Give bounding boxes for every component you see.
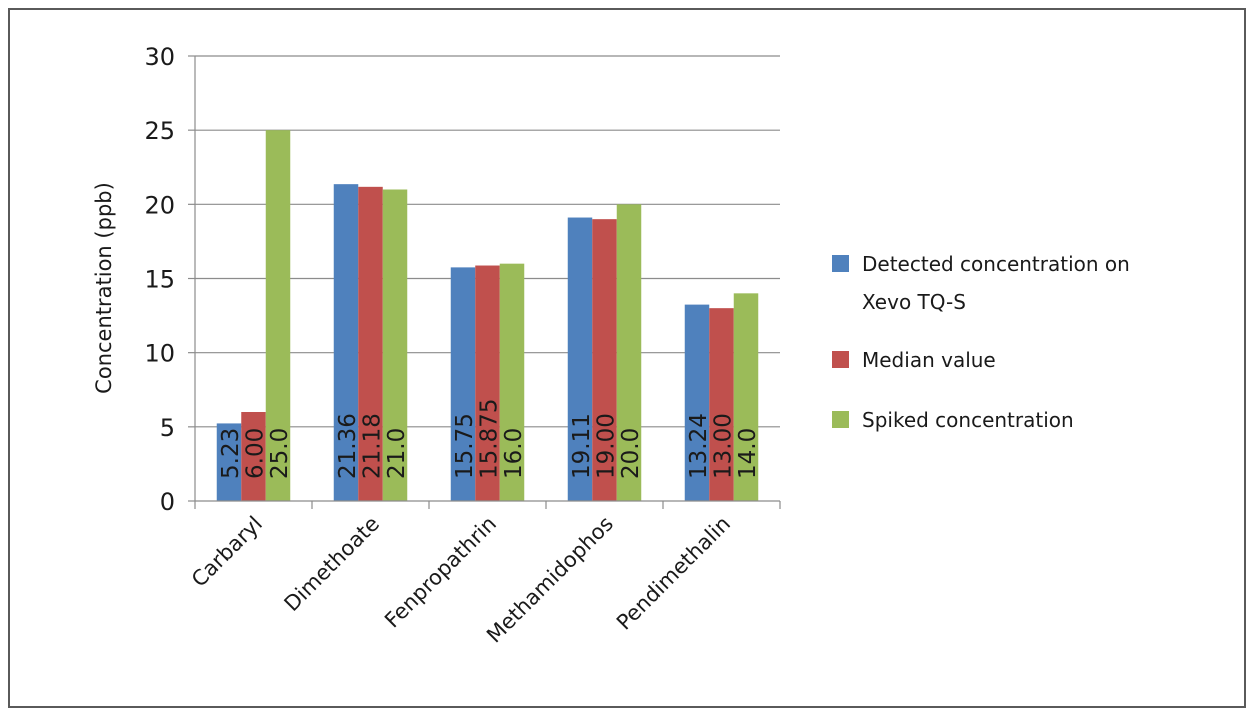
bar [733,293,759,501]
y-tick-label: 25 [144,117,175,145]
data-label: 6.00 [243,428,269,479]
y-tick-label: 15 [144,266,175,294]
x-tick-labels: Carbaryl DimethoateFenpropathrinMethamido… [187,512,735,648]
legend-label: Median value [862,348,996,372]
axes [194,56,781,509]
bar [333,184,359,501]
x-tick-label: Fenpropathrin [380,512,501,633]
legend-swatch [832,411,849,428]
legend-swatch [832,255,849,272]
y-tick-label: 10 [144,340,175,368]
bar [475,265,500,501]
chart-frame: 0 5 10 15 20 25 30 Carbaryl Dimethoate Fenpropat… [8,8,1246,708]
data-label: 20.0 [618,428,644,479]
data-label: 15.75 [452,413,478,479]
data-label: 13.00 [711,413,737,479]
y-tick-label: 30 [144,43,175,71]
bar [382,189,408,501]
legend-label: Detected concentration on [862,252,1130,276]
data-label: 13.24 [686,413,712,479]
legend-swatch [832,351,849,368]
bar [684,304,710,501]
bar [450,267,476,501]
bar [616,204,642,502]
data-label: 15.875 [477,399,503,479]
y-tick-labels: 0 5 10 15 20 25 30 [144,43,175,516]
data-label: 21.0 [384,428,410,479]
data-label: 16.0 [501,428,527,479]
bar [499,263,525,501]
y-axis-title: Concentration (ppb) [92,182,116,394]
data-label: 5.23 [218,428,244,479]
bar [567,217,593,501]
bar [358,186,383,501]
data-label: 21.18 [360,413,386,479]
bars [216,130,759,502]
data-label: 14.0 [735,428,761,479]
y-tick-label: 20 [144,191,175,219]
bar-chart: 0 5 10 15 20 25 30 Carbaryl DimethoateFenpropat… [92,43,1130,648]
y-tick-label: 0 [160,488,175,516]
legend-label: Spiked concentration [862,408,1074,432]
bar [241,412,266,501]
bar [265,130,291,501]
data-label: 19.00 [594,413,620,479]
data-label: 19.11 [569,413,595,479]
data-label: 25.0 [267,428,293,479]
x-tick-label: Pendimethalin [612,512,735,635]
legend: Detected concentration on Xevo TQ-S Median… [832,252,1130,432]
bar [709,308,734,501]
y-tick-label: 5 [160,414,175,442]
bar [216,423,242,501]
bar [592,219,617,501]
x-tick-label: Methamidophos [482,512,618,648]
legend-label: Xevo TQ-S [862,290,966,314]
data-label: 21.36 [335,413,361,479]
x-tick-label: Carbaryl [187,512,267,592]
x-tick-label: Dimethoate [280,512,385,617]
